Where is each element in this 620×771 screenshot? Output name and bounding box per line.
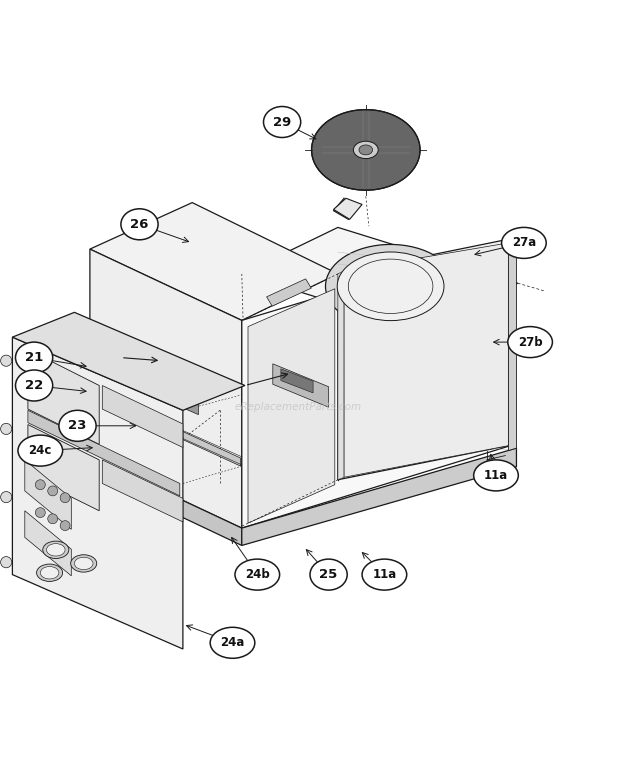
Text: 11a: 11a [484, 469, 508, 482]
Ellipse shape [311, 109, 420, 190]
Ellipse shape [337, 252, 444, 321]
Polygon shape [242, 238, 515, 528]
Ellipse shape [37, 564, 63, 581]
Ellipse shape [474, 460, 518, 491]
Polygon shape [28, 349, 99, 444]
Text: 25: 25 [319, 568, 338, 581]
Polygon shape [90, 249, 242, 528]
Text: 22: 22 [25, 379, 43, 392]
Ellipse shape [46, 544, 65, 556]
Text: eReplacementParts.com: eReplacementParts.com [234, 402, 361, 412]
Polygon shape [12, 312, 245, 410]
Ellipse shape [235, 559, 280, 590]
Polygon shape [344, 243, 508, 477]
Ellipse shape [121, 209, 158, 240]
Polygon shape [90, 203, 338, 321]
Polygon shape [281, 369, 313, 393]
Circle shape [35, 507, 45, 517]
Ellipse shape [210, 628, 255, 658]
Ellipse shape [16, 342, 53, 373]
Text: 29: 29 [273, 116, 291, 129]
Polygon shape [25, 510, 71, 576]
Polygon shape [338, 271, 344, 480]
Text: 24a: 24a [220, 636, 245, 649]
Polygon shape [102, 386, 183, 447]
Polygon shape [267, 279, 311, 306]
Polygon shape [28, 425, 99, 510]
Polygon shape [25, 460, 71, 530]
Ellipse shape [59, 410, 96, 441]
Circle shape [48, 486, 58, 496]
Circle shape [35, 480, 45, 490]
Ellipse shape [43, 541, 69, 558]
Ellipse shape [326, 244, 456, 328]
Text: 24b: 24b [245, 568, 270, 581]
Text: 26: 26 [130, 217, 149, 231]
Ellipse shape [40, 567, 59, 579]
Polygon shape [166, 387, 198, 415]
Ellipse shape [71, 555, 97, 572]
Polygon shape [248, 289, 335, 524]
Text: 24c: 24c [29, 444, 52, 457]
Ellipse shape [264, 106, 301, 137]
Circle shape [1, 557, 12, 567]
Circle shape [60, 493, 70, 503]
Text: 27a: 27a [512, 237, 536, 249]
Ellipse shape [310, 559, 347, 590]
Polygon shape [273, 364, 329, 407]
Ellipse shape [353, 141, 378, 159]
Polygon shape [96, 392, 241, 466]
Polygon shape [242, 227, 518, 330]
Text: 23: 23 [68, 419, 87, 433]
Circle shape [48, 513, 58, 524]
Circle shape [1, 355, 12, 366]
Ellipse shape [74, 557, 93, 570]
Polygon shape [508, 240, 516, 450]
Ellipse shape [16, 370, 53, 401]
Text: 27b: 27b [518, 335, 542, 348]
Circle shape [1, 492, 12, 503]
Polygon shape [242, 448, 516, 545]
Polygon shape [28, 410, 180, 496]
Polygon shape [334, 198, 362, 219]
Circle shape [1, 423, 12, 435]
Ellipse shape [18, 435, 63, 466]
Polygon shape [12, 337, 183, 649]
Text: 21: 21 [25, 351, 43, 364]
Polygon shape [338, 238, 515, 480]
Ellipse shape [362, 559, 407, 590]
Circle shape [60, 520, 70, 530]
Ellipse shape [502, 227, 546, 258]
Text: 11a: 11a [372, 568, 397, 581]
Polygon shape [102, 460, 183, 522]
Polygon shape [90, 456, 242, 545]
Ellipse shape [359, 145, 373, 155]
Ellipse shape [508, 327, 552, 358]
